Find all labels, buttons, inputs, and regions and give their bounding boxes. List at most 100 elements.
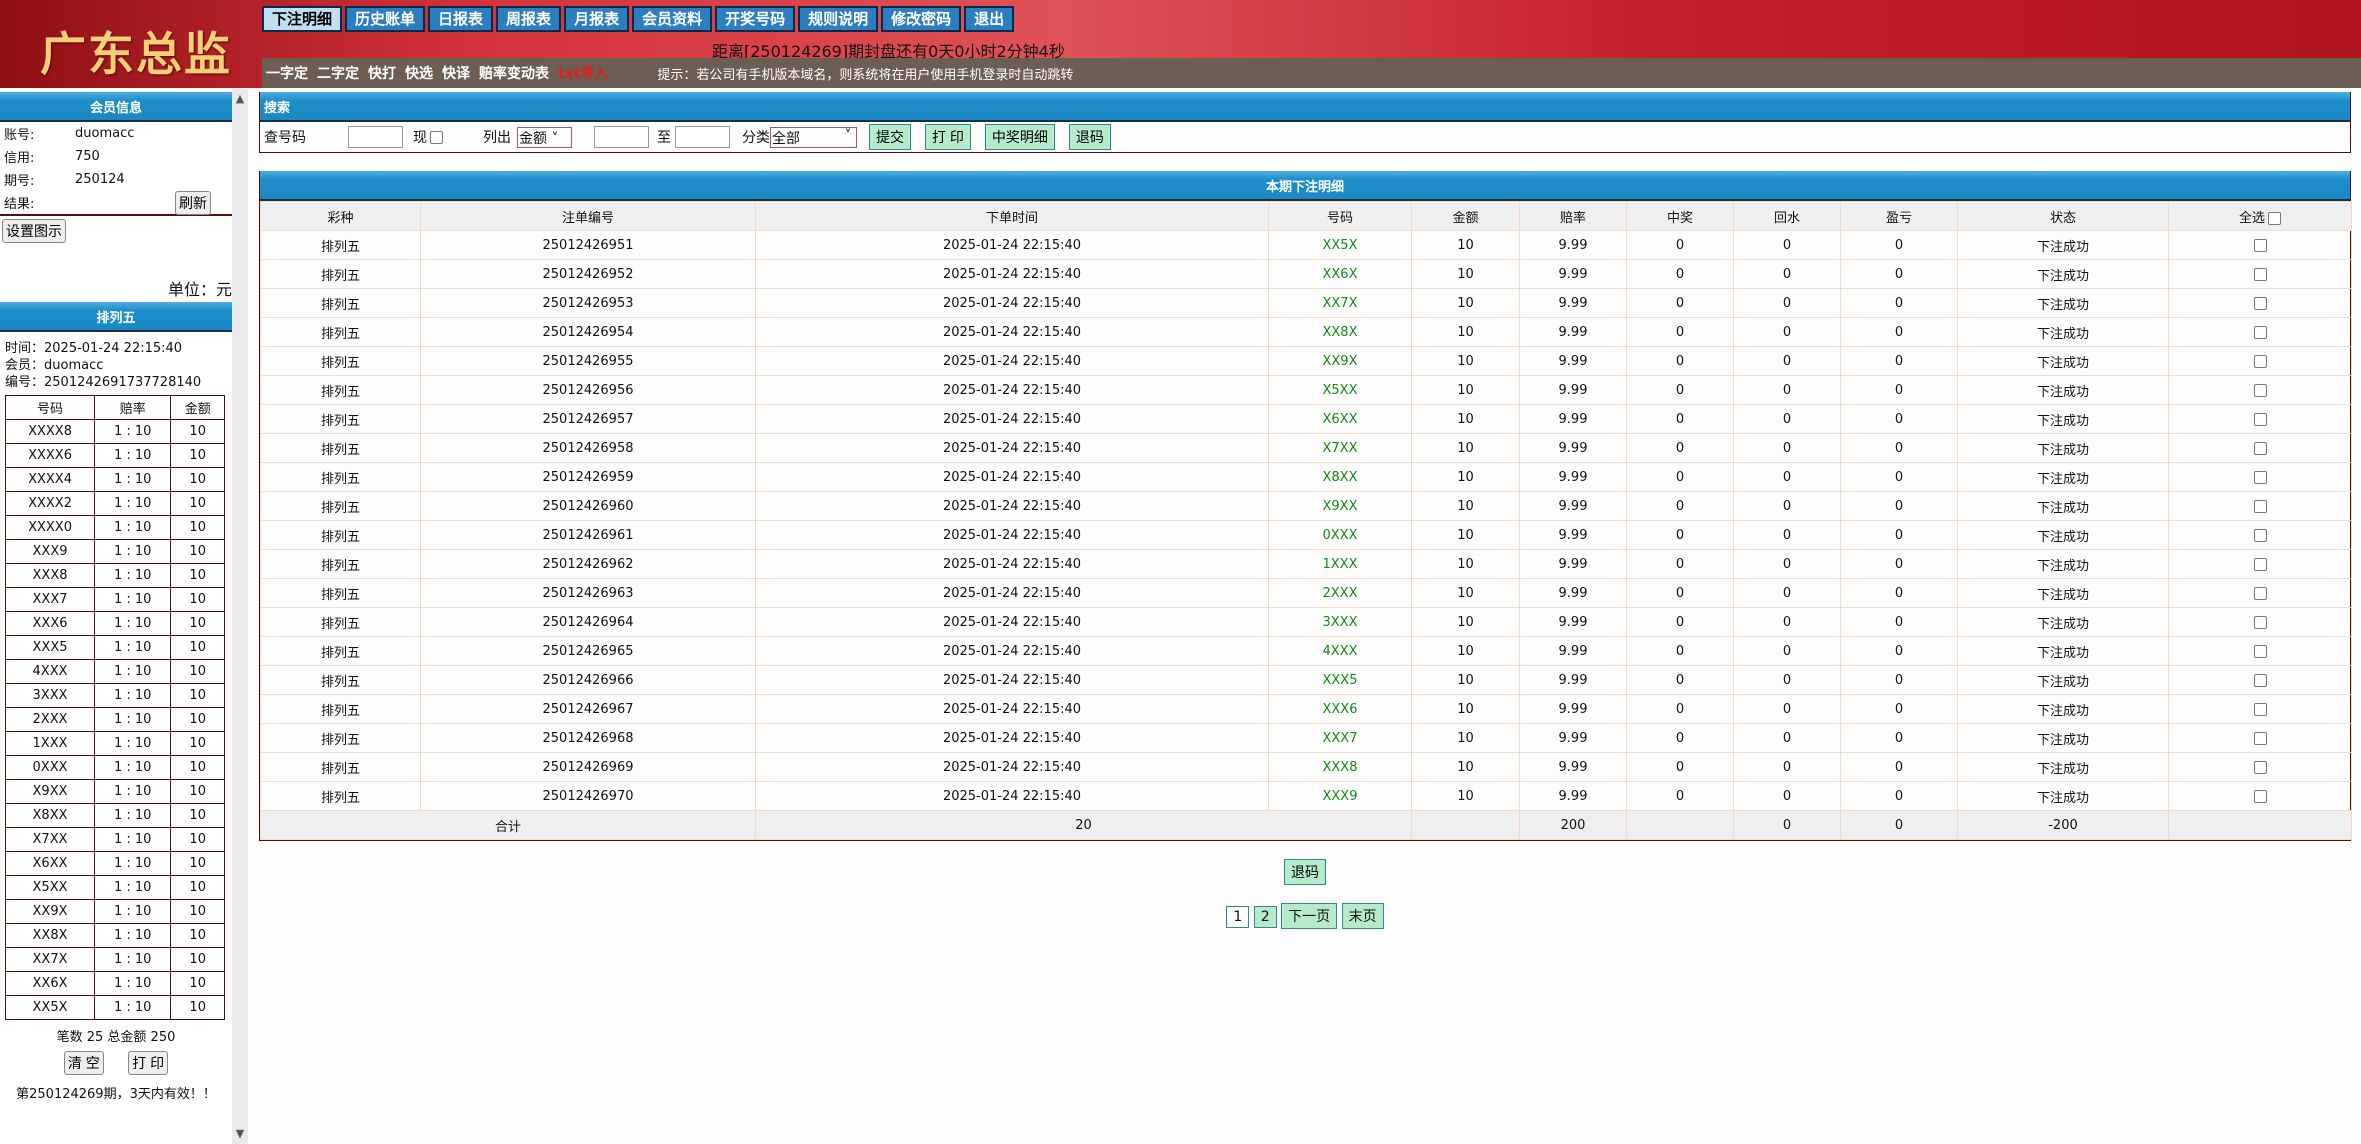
bets-cell: 0 (1840, 549, 1958, 579)
row-checkbox[interactable] (2253, 615, 2267, 629)
row-checkbox[interactable] (2253, 267, 2267, 281)
bets-cell: 10 (1411, 607, 1520, 637)
bets-header-label: 盈亏 (1885, 210, 1912, 226)
ticket-header: 金额 (170, 395, 225, 420)
bets-cell: 25012426964 (420, 607, 756, 637)
bets-cell: XX9X (1268, 346, 1412, 376)
page-1[interactable]: 1 (1226, 906, 1250, 928)
submit-button[interactable]: 提交 (869, 124, 911, 150)
bets-cell: 10 (1411, 665, 1520, 695)
win-detail-button[interactable]: 中奖明细 (984, 124, 1055, 150)
row-checkbox[interactable] (2253, 557, 2267, 571)
bets-cell: 9.99 (1519, 694, 1627, 724)
row-checkbox[interactable] (2253, 412, 2267, 426)
refresh-button[interactable]: 刷新 (175, 190, 211, 215)
bets-header: 全选 (2168, 201, 2352, 231)
row-checkbox[interactable] (2253, 499, 2267, 513)
row-checkbox[interactable] (2253, 586, 2267, 600)
nav-item-3[interactable]: 周报表 (496, 6, 562, 32)
ticket-cell: 1 : 10 (94, 539, 172, 564)
bets-cell: 10 (1411, 288, 1520, 318)
next-page-button[interactable]: 下一页 (1281, 903, 1338, 929)
bets-header: 注单编号 (420, 201, 756, 231)
ticket-cell: 10 (170, 491, 225, 516)
subnav-item-1[interactable]: 二字定 (317, 66, 359, 82)
row-checkbox[interactable] (2253, 238, 2267, 252)
bets-cell: 25012426959 (420, 462, 756, 492)
nav-item-1[interactable]: 历史账单 (345, 6, 426, 32)
nav-item-5[interactable]: 会员资料 (632, 6, 713, 32)
print-ticket-button[interactable]: 打 印 (128, 1051, 169, 1075)
bets-cell: 2025-01-24 22:15:40 (755, 578, 1269, 608)
settings-button[interactable]: 设置图示 (2, 219, 66, 243)
main-content: 搜索 查号码 现 列出 金额 ˅ 至 分类 全部 ˅ 提交 打 印 中奖明细 退码… (259, 92, 2352, 929)
bets-cell: X8XX (1268, 462, 1412, 492)
bets-header-label: 中奖 (1666, 210, 1693, 226)
nav-item-8[interactable]: 修改密码 (881, 6, 962, 32)
bets-cell: 25012426954 (420, 317, 756, 347)
bets-cell: 0 (1733, 433, 1841, 463)
bets-cell: 0 (1840, 636, 1958, 666)
clear-button[interactable]: 清 空 (63, 1051, 104, 1075)
row-checkbox[interactable] (2253, 441, 2267, 455)
nav-item-6[interactable]: 开奖号码 (715, 6, 796, 32)
row-checkbox[interactable] (2253, 644, 2267, 658)
ticket-cell: 10 (170, 803, 225, 828)
subnav-item-0[interactable]: 一字定 (266, 66, 308, 82)
ticket-cell: 1 : 10 (94, 467, 172, 492)
row-checkbox[interactable] (2253, 325, 2267, 339)
page-2[interactable]: 2 (1253, 906, 1277, 928)
row-checkbox[interactable] (2253, 354, 2267, 368)
bets-cell: 下注成功 (1957, 636, 2169, 666)
refund-button[interactable]: 退码 (1284, 859, 1326, 885)
table-row: 排列五 25012426960 2025-01-24 22:15:40 X9XX 10 9… (260, 491, 2352, 521)
nav-item-7[interactable]: 规则说明 (798, 6, 879, 32)
row-checkbox[interactable] (2253, 296, 2267, 310)
select-cell (2168, 259, 2352, 289)
member-row: 账号: duomacc (0, 122, 232, 145)
scroll-up-icon[interactable]: ▲ (235, 92, 245, 105)
nav-item-9[interactable]: 退出 (964, 6, 1015, 32)
bets-header: 状态 (1957, 201, 2169, 231)
now-checkbox[interactable] (430, 130, 443, 144)
code-input[interactable] (348, 126, 403, 148)
row-checkbox[interactable] (2253, 731, 2267, 745)
subnav-item-5[interactable]: 赔率变动表 (479, 66, 549, 82)
ticket-row: 0XXX 1 : 10 10 (4, 755, 225, 780)
subnav-item-4[interactable]: 快译 (442, 66, 470, 82)
category-label: 分类 (742, 130, 770, 146)
ticket-cell: XXXX2 (4, 491, 96, 516)
row-checkbox[interactable] (2253, 528, 2267, 542)
row-checkbox[interactable] (2253, 383, 2267, 397)
range-from-input[interactable] (594, 126, 649, 148)
bets-cell: 9.99 (1519, 781, 1627, 811)
category-select[interactable]: 全部 ˅ (770, 126, 857, 148)
row-checkbox[interactable] (2253, 702, 2267, 716)
nav-item-4[interactable]: 月报表 (564, 6, 630, 32)
subnav-item-3[interactable]: 快选 (405, 66, 433, 82)
bets-cell: 2025-01-24 22:15:40 (755, 462, 1269, 492)
last-page-button[interactable]: 末页 (1341, 903, 1384, 929)
row-checkbox[interactable] (2253, 760, 2267, 774)
select-all-checkbox[interactable] (2268, 211, 2281, 225)
bets-cell: 25012426963 (420, 578, 756, 608)
range-to-input[interactable] (675, 126, 730, 148)
row-checkbox[interactable] (2253, 673, 2267, 687)
refund-search-button[interactable]: 退码 (1068, 124, 1111, 150)
row-checkbox[interactable] (2253, 789, 2267, 803)
subnav-txt-import[interactable]: txt导入 (558, 66, 609, 82)
ticket-cell: X7XX (4, 827, 96, 852)
sidebar-scrollbar[interactable]: ▲ ▼ (232, 88, 248, 1144)
bets-cell: 9.99 (1519, 230, 1627, 260)
row-checkbox[interactable] (2253, 470, 2267, 484)
ticket-cell: 10 (170, 659, 225, 684)
list-select[interactable]: 金额 ˅ (517, 126, 572, 148)
subnav-item-2[interactable]: 快打 (368, 66, 396, 82)
nav-item-2[interactable]: 日报表 (428, 6, 494, 32)
scroll-down-icon[interactable]: ▼ (235, 1127, 245, 1140)
ticket-cell: XX6X (4, 971, 96, 996)
ticket-cell: 3XXX (4, 683, 96, 708)
bets-cell: 10 (1411, 346, 1520, 376)
print-button[interactable]: 打 印 (925, 124, 971, 150)
nav-item-0[interactable]: 下注明细 (262, 6, 343, 32)
